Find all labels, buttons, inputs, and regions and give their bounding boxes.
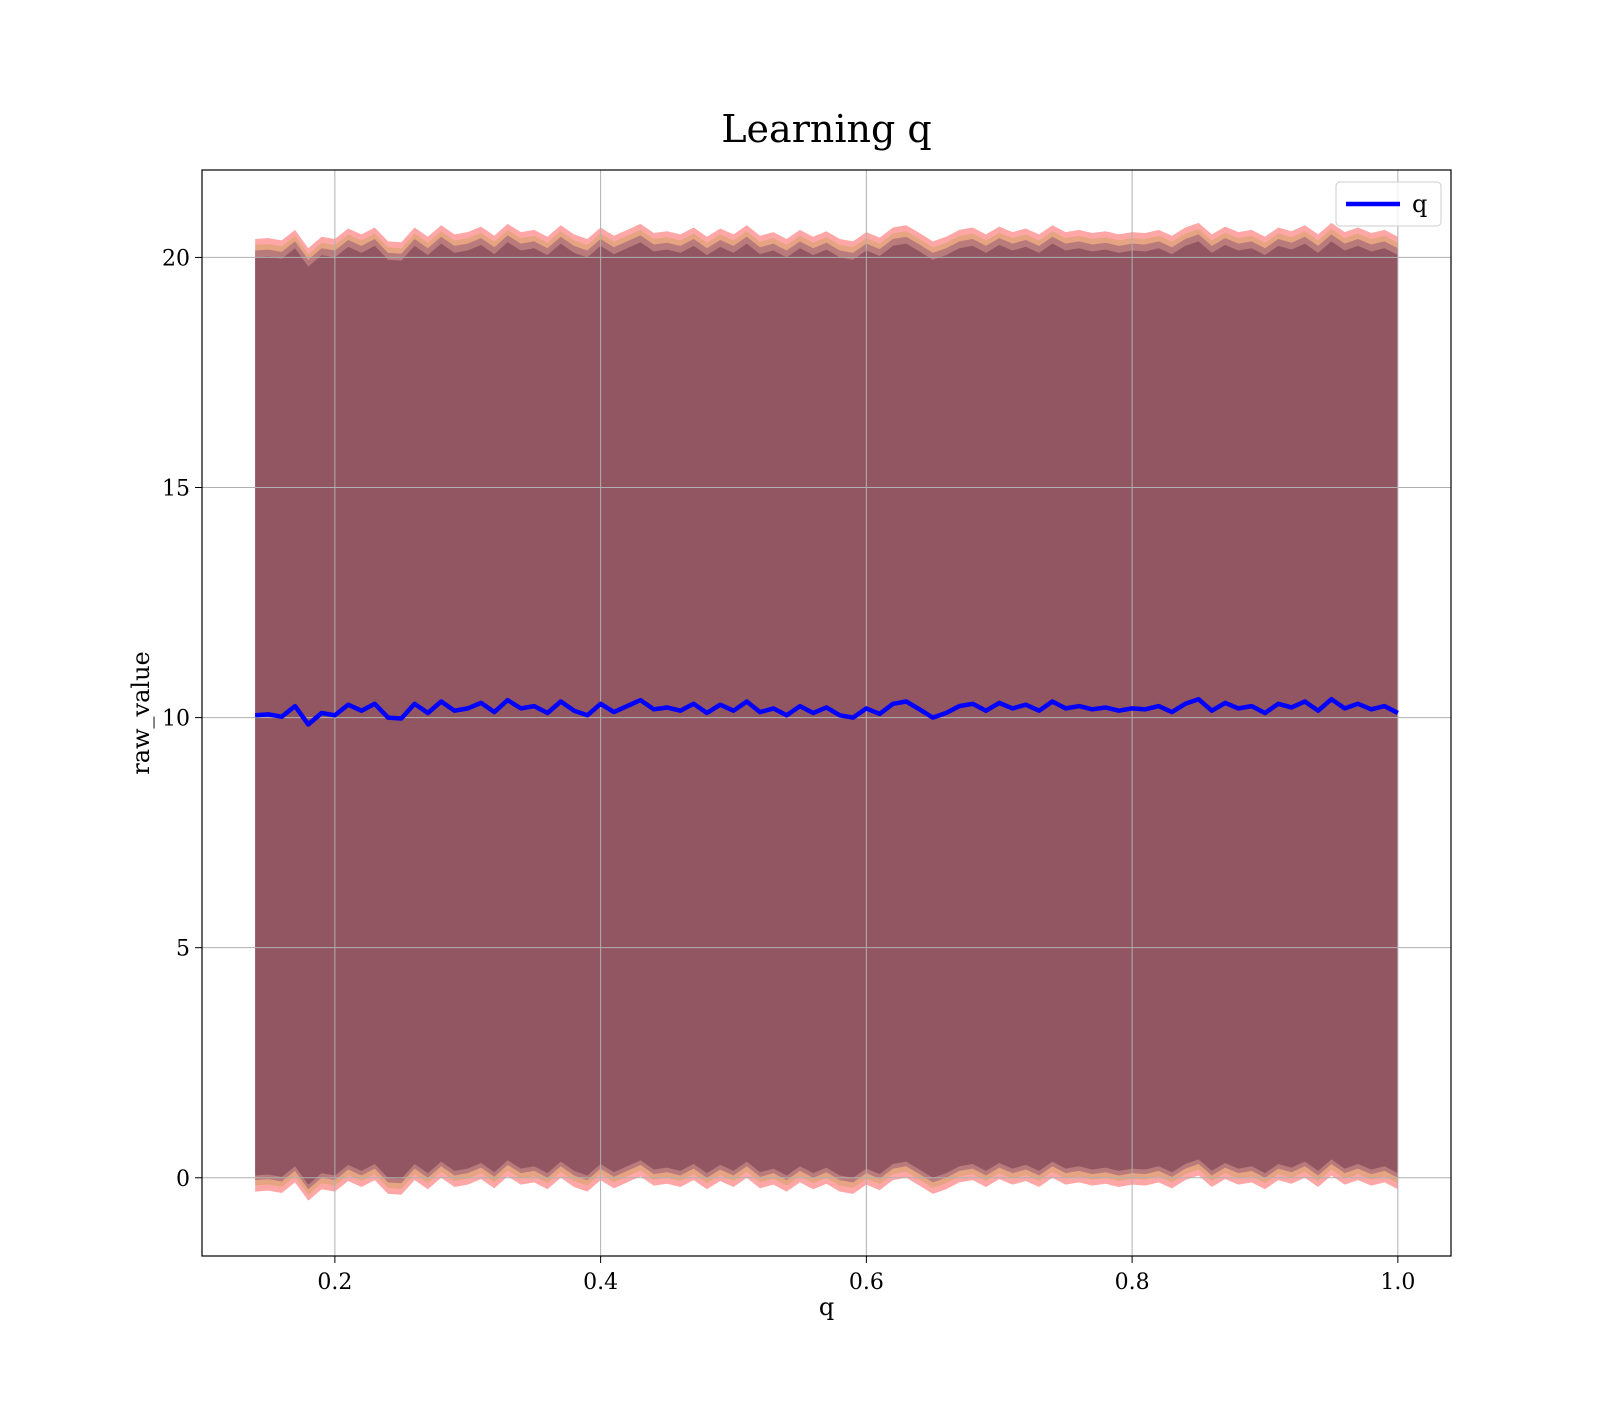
y-tick-label-1: 5 (176, 937, 190, 962)
y-tick-label-0: 0 (176, 1167, 190, 1192)
y-axis-label: raw_value (127, 651, 155, 775)
legend-label-0: q (1412, 190, 1427, 218)
y-tick-label-2: 10 (162, 707, 190, 732)
confidence-bands (255, 222, 1398, 1201)
legend: q (1335, 181, 1442, 227)
series-line-q (254, 696, 1399, 727)
x-tick-label-0: 0.2 (317, 1270, 352, 1295)
x-axis-ticks: 0.2 0.4 0.6 0.8 1.0 (317, 1256, 1415, 1295)
y-tick-label-4: 20 (162, 246, 190, 271)
band-3 (255, 241, 1398, 1185)
y-tick-label-3: 15 (162, 477, 190, 502)
y-axis-ticks: 0 5 10 15 20 (162, 246, 202, 1192)
x-axis-label: q (819, 1293, 834, 1321)
series-lines (254, 696, 1399, 727)
x-tick-label-4: 1.0 (1380, 1270, 1415, 1295)
x-tick-label-1: 0.4 (583, 1270, 618, 1295)
x-tick-label-3: 0.8 (1115, 1270, 1150, 1295)
x-tick-label-2: 0.6 (849, 1270, 884, 1295)
plot-frame (201, 169, 1452, 1257)
grid-lines (202, 170, 1451, 1256)
chart-title: Learning q (721, 107, 931, 151)
